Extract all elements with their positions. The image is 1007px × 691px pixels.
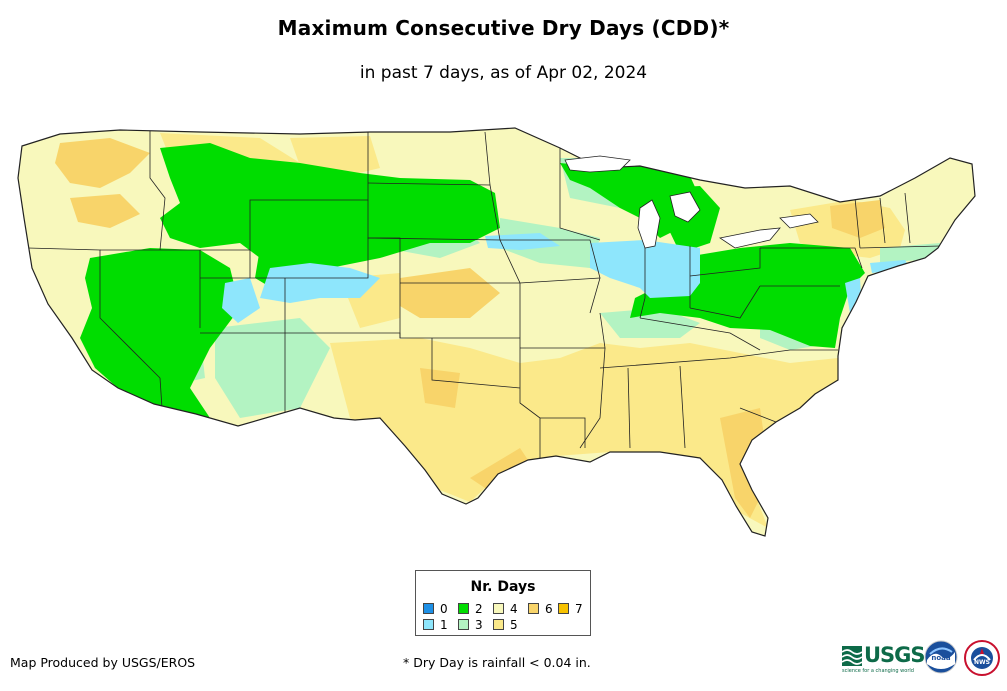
legend-label-1: 1 (440, 618, 448, 632)
agency-logos: USGS science for a changing world noaa N… (842, 640, 1002, 676)
legend-label-2: 2 (475, 602, 483, 616)
map-title: Maximum Consecutive Dry Days (CDD)* (277, 16, 730, 40)
legend-swatch-7 (558, 603, 569, 614)
legend-swatch-4 (493, 603, 504, 614)
legend-swatch-6 (528, 603, 539, 614)
legend-swatch-2 (458, 603, 469, 614)
legend-label-0: 0 (440, 602, 448, 616)
legend-swatch-1 (423, 619, 434, 630)
nws-logo: NWS (964, 640, 1000, 676)
cdd-map (17, 127, 976, 537)
noaa-wordmark: noaa (931, 654, 951, 662)
state-borders (27, 130, 941, 460)
cdd-zones (18, 128, 975, 536)
producer-credit: Map Produced by USGS/EROS (10, 655, 196, 670)
legend: Nr. Days 0 1 2 3 4 5 6 7 (415, 570, 591, 636)
map-subtitle: in past 7 days, as of Apr 02, 2024 (359, 63, 648, 83)
legend-label-5: 5 (510, 618, 518, 632)
usgs-wordmark: USGS (864, 643, 926, 667)
legend-swatch-5 (493, 619, 504, 630)
nws-wordmark: NWS (974, 659, 990, 666)
legend-label-4: 4 (510, 602, 518, 616)
dry-day-footnote: * Dry Day is rainfall < 0.04 in. (403, 655, 591, 670)
great-lakes (564, 155, 819, 249)
legend-label-7: 7 (575, 602, 583, 616)
usgs-tagline: science for a changing world (842, 668, 914, 674)
noaa-logo: noaa (924, 640, 958, 674)
usgs-wave-icon (842, 646, 862, 666)
us-outline (17, 127, 976, 537)
legend-title: Nr. Days (470, 579, 536, 595)
legend-swatch-3 (458, 619, 469, 630)
legend-label-6: 6 (545, 602, 553, 616)
usgs-logo: USGS science for a changing world (842, 642, 926, 674)
legend-swatch-0 (423, 603, 434, 614)
legend-label-3: 3 (475, 618, 483, 632)
